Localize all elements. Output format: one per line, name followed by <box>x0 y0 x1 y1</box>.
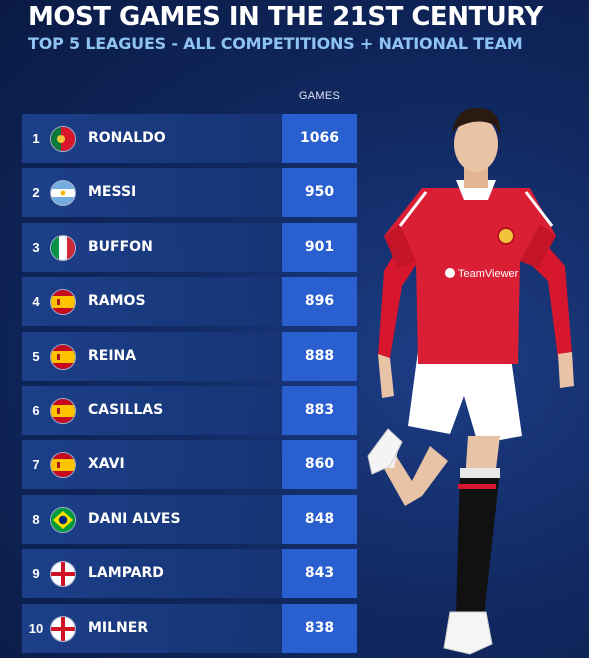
spain-flag-icon <box>50 398 76 424</box>
shirt-sponsor: TeamViewer <box>458 268 519 280</box>
games-value: 901 <box>282 223 357 272</box>
chart-subtitle: TOP 5 LEAGUES - ALL COMPETITIONS + NATIO… <box>28 34 523 53</box>
player-shorts <box>408 351 522 444</box>
brazil-flag-icon <box>50 507 76 533</box>
rank-number: 7 <box>32 457 40 472</box>
games-value: 888 <box>282 332 357 381</box>
table-row: 1 RONALDO <box>22 114 283 163</box>
table-row: 9 LAMPARD <box>22 549 283 598</box>
spain-flag-icon <box>50 289 76 315</box>
rank-number: 2 <box>32 185 40 200</box>
player-right-boot <box>443 611 493 655</box>
player-name: MESSI <box>88 184 137 200</box>
rank-number: 3 <box>32 240 40 255</box>
england-flag-icon <box>50 561 76 587</box>
table-row: 8 DANI ALVES <box>22 495 283 544</box>
argentina-flag-icon <box>50 180 76 206</box>
rank-number: 6 <box>32 403 40 418</box>
rank-number: 8 <box>32 512 40 527</box>
player-illustration: TeamViewer <box>367 107 574 655</box>
table-row: 2 MESSI <box>22 168 283 217</box>
club-crest <box>497 227 515 245</box>
player-name: REINA <box>88 348 137 364</box>
player-right-sock <box>456 471 500 616</box>
spain-flag-icon <box>50 452 76 478</box>
player-name: DANI ALVES <box>88 511 181 527</box>
games-value: 950 <box>282 168 357 217</box>
player-name: RONALDO <box>88 130 166 146</box>
table-row: 7 XAVI <box>22 440 283 489</box>
player-name: CASILLAS <box>88 402 164 418</box>
rank-number: 10 <box>28 621 44 636</box>
games-value: 843 <box>282 549 357 598</box>
rank-number: 4 <box>32 294 40 309</box>
spain-flag-icon <box>50 344 76 370</box>
player-name: RAMOS <box>88 293 146 309</box>
table-row: 3 BUFFON <box>22 223 283 272</box>
games-value: 838 <box>282 604 357 653</box>
rank-number: 5 <box>32 349 40 364</box>
table-row: 6 CASILLAS <box>22 386 283 435</box>
table-row: 5 REINA <box>22 332 283 381</box>
player-name: MILNER <box>88 620 149 636</box>
games-value: 896 <box>282 277 357 326</box>
england-flag-icon <box>50 616 76 642</box>
portugal-flag-icon <box>50 126 76 152</box>
games-value: 1066 <box>282 114 357 163</box>
games-value: 883 <box>282 386 357 435</box>
player-left-boot <box>367 428 403 475</box>
chart-title: MOST GAMES IN THE 21ST CENTURY <box>28 2 543 32</box>
games-column-header: GAMES <box>298 90 341 102</box>
table-row: 4 RAMOS <box>22 277 283 326</box>
rank-number: 9 <box>32 566 40 581</box>
italy-flag-icon <box>50 235 76 261</box>
rank-number: 1 <box>32 131 40 146</box>
player-name: BUFFON <box>88 239 153 255</box>
games-value: 848 <box>282 495 357 544</box>
player-head <box>454 116 498 172</box>
player-name: LAMPARD <box>88 565 164 581</box>
games-value: 860 <box>282 440 357 489</box>
player-name: XAVI <box>88 456 125 472</box>
table-row: 10 MILNER <box>22 604 283 653</box>
